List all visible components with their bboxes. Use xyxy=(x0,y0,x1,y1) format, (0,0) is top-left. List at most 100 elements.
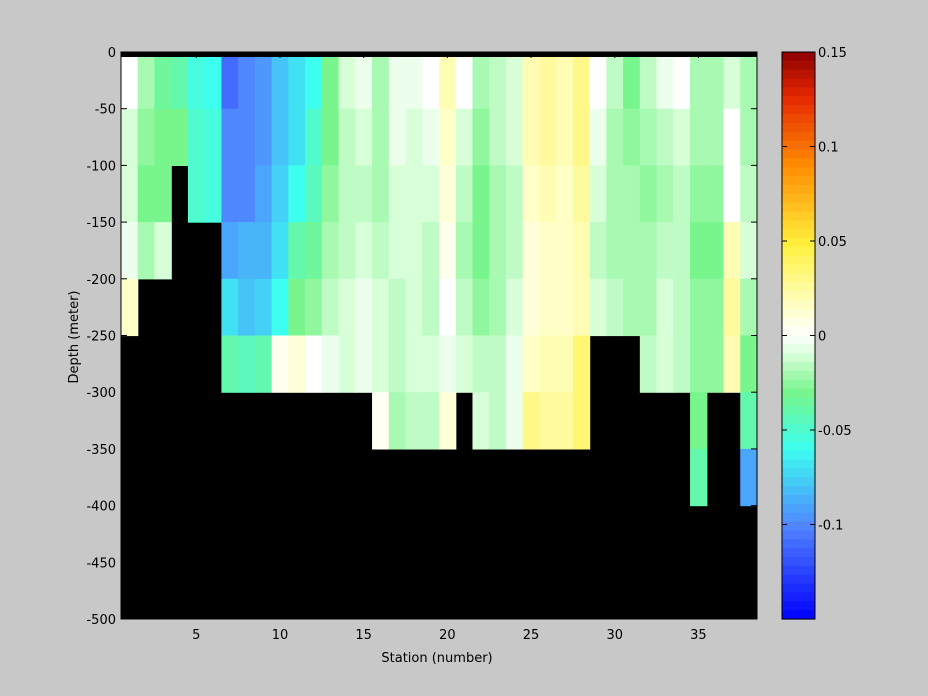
heatmap-cell xyxy=(639,165,658,223)
heatmap-cell xyxy=(338,222,356,280)
heatmap-cell xyxy=(137,222,156,280)
colorbar-segment xyxy=(782,255,815,266)
heatmap-cell xyxy=(154,52,172,110)
colorbar-segment xyxy=(782,521,815,532)
heatmap-cell xyxy=(489,335,507,393)
y-tick-label: -50 xyxy=(95,103,116,118)
heatmap-cell xyxy=(639,278,658,337)
heatmap-cell xyxy=(288,222,306,280)
heatmap-cell xyxy=(388,165,407,223)
station-column-26 xyxy=(539,52,557,450)
heatmap-cell xyxy=(238,108,256,166)
heatmap-cell xyxy=(137,165,156,223)
heatmap-cell xyxy=(405,278,423,337)
colorbar-segment xyxy=(782,406,815,416)
y-tick-label: -250 xyxy=(86,330,116,345)
heatmap-cell xyxy=(656,222,674,280)
station-column-29 xyxy=(589,52,607,337)
heatmap-cell xyxy=(673,165,691,223)
colorbar-segment xyxy=(782,60,815,71)
heatmap-cell xyxy=(522,335,541,393)
heatmap-cell xyxy=(305,222,323,280)
heatmap-cell xyxy=(522,108,541,166)
colorbar-segment xyxy=(782,246,815,257)
heatmap-cell xyxy=(388,278,407,337)
heatmap-cell xyxy=(171,108,189,166)
heatmap-cell xyxy=(706,335,725,393)
x-tick-label: 10 xyxy=(272,628,289,643)
colorbar-segment xyxy=(782,122,815,133)
colorbar-segment xyxy=(782,300,815,310)
colorbar-segment xyxy=(782,592,815,602)
colorbar-segment xyxy=(782,96,815,106)
heatmap-cell xyxy=(321,108,340,166)
heatmap-cell xyxy=(422,222,440,280)
heatmap-cell xyxy=(221,165,239,223)
heatmap-cell xyxy=(690,165,708,223)
colorbar-segment xyxy=(782,556,815,567)
heatmap-cell xyxy=(589,278,607,337)
heatmap-cell xyxy=(372,335,390,393)
colorbar-segment xyxy=(782,477,815,487)
heatmap-cell xyxy=(388,52,407,110)
heatmap-cell xyxy=(539,108,557,166)
heatmap-cell xyxy=(372,52,390,110)
heatmap-cell xyxy=(706,108,725,166)
station-column-7 xyxy=(221,52,239,393)
heatmap-cell xyxy=(121,222,139,280)
heatmap-cell xyxy=(254,335,273,393)
heatmap-cell xyxy=(572,52,591,110)
heatmap-cell xyxy=(338,108,356,166)
y-tick-label: 0 xyxy=(108,46,116,61)
station-column-13 xyxy=(321,52,340,393)
station-column-22 xyxy=(472,52,490,450)
station-column-11 xyxy=(288,52,306,393)
heatmap-cell xyxy=(271,278,289,337)
surface-strip xyxy=(121,52,757,57)
station-column-23 xyxy=(489,52,507,450)
heatmap-cell xyxy=(690,108,708,166)
station-column-1 xyxy=(121,52,139,337)
colorbar-segment xyxy=(782,140,815,151)
heatmap-cell xyxy=(740,392,758,450)
station-column-18 xyxy=(405,52,423,450)
heatmap-cell xyxy=(472,392,490,450)
colorbar-segment xyxy=(782,574,815,585)
colorbar-segment xyxy=(782,415,815,425)
heatmap-cell xyxy=(723,278,741,337)
colorbar-segment xyxy=(782,264,815,275)
heatmap-cell xyxy=(321,222,340,280)
heatmap-cell xyxy=(439,222,457,280)
colorbar-segment xyxy=(782,52,815,62)
colorbar: 0.15 0.1 0.05 0 -0.05 -0.1 xyxy=(781,46,852,620)
colorbar-tick-label: 0.1 xyxy=(818,141,839,156)
station-column-28 xyxy=(572,52,591,450)
heatmap-cell xyxy=(572,392,591,450)
heatmap-cell xyxy=(355,52,373,110)
colorbar-segment xyxy=(782,512,815,523)
heatmap-cell xyxy=(489,52,507,110)
station-column-8 xyxy=(238,52,256,393)
colorbar-segment xyxy=(782,424,815,434)
heatmap-cell xyxy=(606,222,624,280)
colorbar-segment xyxy=(782,432,815,443)
station-column-27 xyxy=(556,52,574,450)
heatmap-cell xyxy=(639,108,658,166)
heatmap-cell xyxy=(439,108,457,166)
colorbar-segment xyxy=(782,291,815,301)
heatmap-cell xyxy=(238,335,256,393)
colorbar-segment xyxy=(782,397,815,407)
heatmap-cell xyxy=(539,165,557,223)
heatmap-cell xyxy=(740,222,758,280)
heatmap-cell xyxy=(121,108,139,166)
colorbar-segment xyxy=(782,193,815,204)
heatmap-cell xyxy=(472,52,490,110)
station-column-37 xyxy=(723,52,741,393)
heatmap-cell xyxy=(556,392,574,450)
colorbar-segment xyxy=(782,335,815,345)
heatmap-cell xyxy=(606,108,624,166)
colorbar-segment xyxy=(782,326,815,337)
heatmap-cell xyxy=(656,52,674,110)
heatmap-cell xyxy=(690,278,708,337)
colorbar-segment xyxy=(782,105,815,115)
